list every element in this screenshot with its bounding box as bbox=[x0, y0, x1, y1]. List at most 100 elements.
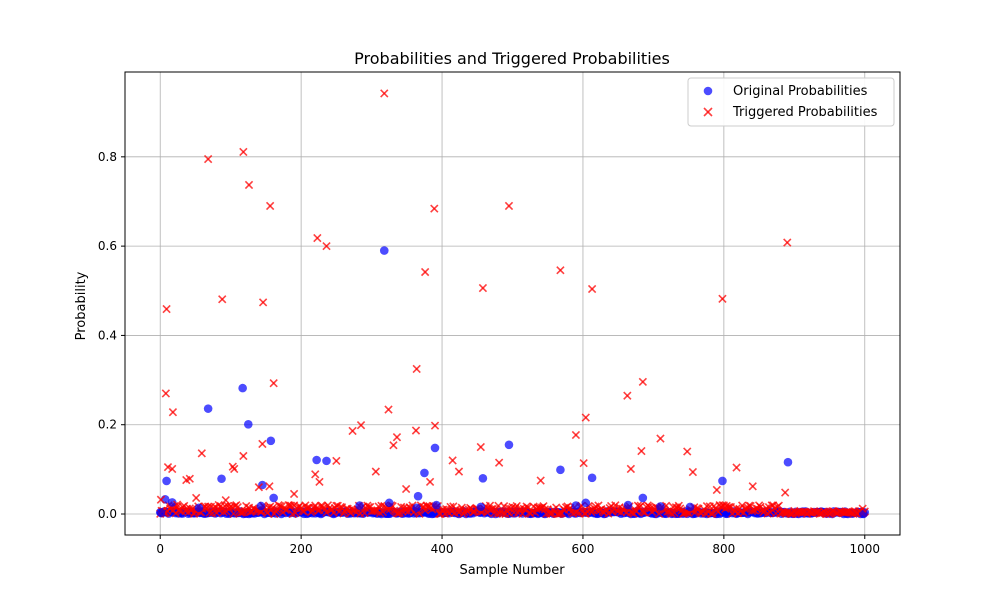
marker-stroke bbox=[420, 267, 430, 277]
triggered-point bbox=[185, 474, 194, 483]
marker-stroke bbox=[552, 503, 561, 512]
marker-stroke bbox=[172, 500, 182, 509]
triggered-point bbox=[197, 449, 206, 458]
triggered-point bbox=[161, 389, 171, 398]
original-point bbox=[379, 246, 389, 255]
original-point bbox=[243, 419, 253, 429]
triggered-point bbox=[457, 503, 466, 512]
marker-stroke bbox=[430, 421, 440, 430]
triggered-point bbox=[536, 476, 545, 485]
marker-stroke bbox=[265, 482, 274, 491]
triggered-point bbox=[712, 485, 721, 495]
marker-stroke bbox=[254, 483, 264, 492]
triggered-point bbox=[258, 439, 267, 449]
legend-box bbox=[687, 77, 895, 127]
y-tick-label: 0.2 bbox=[98, 418, 117, 432]
original-point bbox=[167, 498, 177, 507]
triggered-point bbox=[411, 426, 421, 435]
marker-stroke bbox=[556, 266, 565, 275]
triggered-point bbox=[858, 504, 867, 513]
marker-stroke bbox=[478, 283, 488, 293]
original-point bbox=[638, 493, 648, 503]
marker-stroke bbox=[242, 501, 251, 511]
marker-stroke bbox=[156, 495, 166, 504]
triggered-point bbox=[626, 464, 636, 474]
triggered-point bbox=[239, 147, 248, 157]
original-point bbox=[412, 503, 421, 513]
original-point bbox=[587, 473, 597, 483]
triggered-point bbox=[315, 477, 324, 487]
marker-stroke bbox=[626, 508, 636, 517]
marker-stroke bbox=[191, 493, 201, 503]
triggered-point bbox=[420, 267, 430, 277]
triggered-point bbox=[356, 421, 366, 430]
triggered-point bbox=[380, 89, 389, 98]
triggered-point bbox=[587, 284, 597, 294]
original-point bbox=[432, 500, 441, 510]
marker-stroke bbox=[670, 508, 679, 518]
marker-stroke bbox=[162, 304, 171, 314]
marker-stroke bbox=[457, 503, 466, 512]
marker-stroke bbox=[668, 502, 678, 512]
marker-stroke bbox=[392, 433, 402, 442]
chart-title: Probabilities and Triggered Probabilitie… bbox=[354, 49, 670, 68]
marker-stroke bbox=[265, 502, 275, 511]
triggered-point bbox=[239, 451, 248, 461]
triggered-point bbox=[780, 488, 790, 497]
marker-stroke bbox=[579, 458, 588, 468]
marker-stroke bbox=[219, 507, 228, 517]
triggered-point bbox=[214, 500, 223, 510]
y-tick-label: 0.4 bbox=[98, 328, 117, 342]
marker-stroke bbox=[646, 504, 655, 513]
triggered-point bbox=[311, 470, 320, 479]
marker-stroke bbox=[563, 502, 572, 511]
marker-stroke bbox=[221, 496, 230, 505]
marker-stroke bbox=[476, 442, 485, 452]
triggered-point bbox=[707, 509, 716, 519]
triggered-point bbox=[430, 421, 440, 430]
marker-stroke bbox=[488, 504, 497, 514]
marker-stroke bbox=[322, 508, 331, 517]
marker-stroke bbox=[239, 451, 248, 461]
marker-stroke bbox=[707, 509, 716, 519]
triggered-point bbox=[504, 201, 514, 211]
y-tick-label: 0.8 bbox=[98, 150, 117, 164]
original-point bbox=[413, 491, 423, 501]
marker-stroke bbox=[218, 295, 227, 304]
marker-stroke bbox=[384, 405, 393, 414]
marker-stroke bbox=[265, 201, 275, 211]
triggered-point bbox=[287, 501, 296, 510]
original-point bbox=[656, 502, 665, 511]
original-point bbox=[258, 480, 267, 490]
marker-stroke bbox=[719, 501, 729, 510]
marker-stroke bbox=[638, 377, 648, 387]
triggered-point bbox=[425, 477, 435, 487]
axes-frame bbox=[124, 71, 901, 536]
triggered-point bbox=[571, 430, 581, 440]
marker-stroke bbox=[258, 439, 267, 449]
original-point bbox=[478, 473, 488, 483]
triggered-point bbox=[556, 266, 565, 275]
triggered-point bbox=[244, 180, 254, 190]
marker-stroke bbox=[415, 509, 424, 518]
marker-stroke bbox=[536, 476, 545, 485]
marker-stroke bbox=[688, 467, 698, 477]
marker-stroke bbox=[516, 504, 526, 513]
marker-stroke bbox=[315, 477, 324, 487]
marker-stroke bbox=[392, 509, 402, 518]
original-point bbox=[194, 503, 204, 513]
marker-stroke bbox=[683, 447, 692, 456]
x-tick-label: 0 bbox=[156, 542, 164, 556]
marker-stroke bbox=[804, 507, 813, 517]
marker-stroke bbox=[587, 284, 597, 294]
marker-stroke bbox=[313, 233, 322, 243]
x-tick-label: 400 bbox=[431, 542, 454, 556]
marker-stroke bbox=[448, 456, 457, 465]
original-point bbox=[384, 498, 394, 508]
marker-stroke bbox=[163, 462, 173, 472]
marker-stroke bbox=[316, 501, 326, 511]
triggered-point bbox=[371, 467, 380, 476]
marker-stroke bbox=[656, 434, 665, 443]
marker-stroke bbox=[732, 504, 741, 513]
triggered-point bbox=[688, 467, 698, 477]
